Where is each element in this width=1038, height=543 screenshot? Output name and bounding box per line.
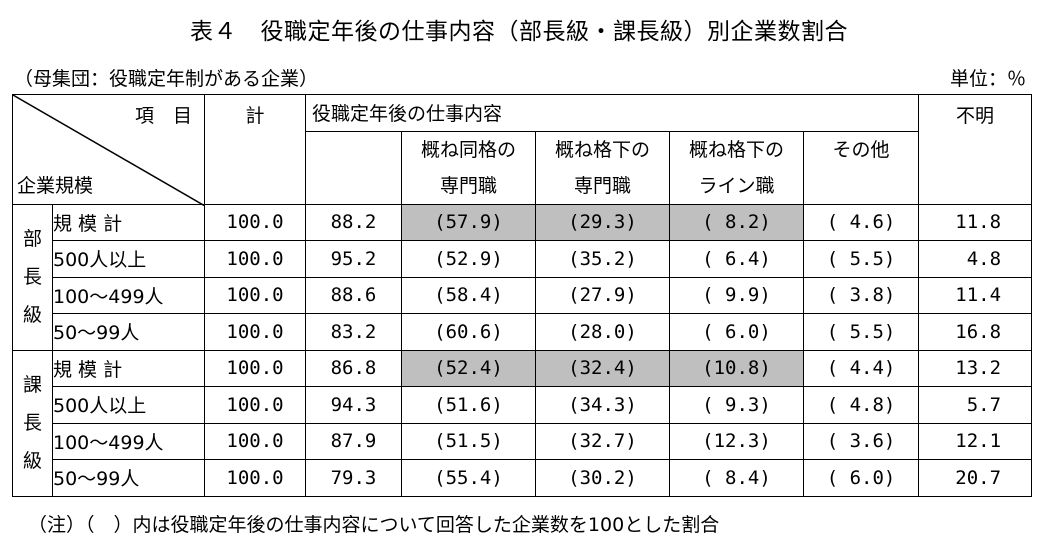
header-size: 企業規模 [17, 174, 94, 197]
cell-c3: ( 6.4) [669, 240, 804, 278]
table-row: 部 長 級 規 模 計 100.0 88.2 (57.9) (29.3) ( 8… [12, 203, 1033, 351]
header-content: 役職定年後の仕事内容 [304, 94, 920, 132]
header-item: 項 目 [134, 105, 192, 127]
cell-c4: ( 5.5) [802, 313, 920, 351]
row-label: 規 模 計 [52, 203, 205, 241]
group-label-kacho: 課 長 級 [12, 349, 53, 497]
header-sub-4: その他 [802, 130, 920, 205]
cell-c4: ( 5.5) [802, 240, 920, 278]
cell-c2: (34.3) [535, 386, 670, 424]
row-label: 100～499人 [52, 422, 205, 460]
cell-total: 100.0 [204, 240, 306, 278]
row-label: 500人以上 [52, 386, 205, 424]
cell-unknown: 4.8 [918, 240, 1033, 278]
table-row: 50～99人 100.0 79.3 (55.4) (30.2) ( 8.4) (… [13, 459, 1033, 497]
header-total: 計 [204, 94, 306, 205]
header-sub-3: 概ね格下の ライン職 [669, 130, 804, 205]
row-label: 規 模 計 [52, 349, 205, 387]
cell-unknown: 13.2 [918, 349, 1033, 387]
footnote: （注）（ ）内は役職定年後の仕事内容について回答した企業数を100とした割合 [28, 514, 720, 536]
header-sub-1-line1: 概ね同格の [420, 138, 516, 161]
cell-c2: (32.4) [535, 349, 670, 387]
cell-c1: (52.9) [401, 240, 536, 278]
cell-c3: (12.3) [669, 422, 804, 460]
cell-c2: (29.3) [535, 203, 670, 241]
cell-c2: (30.2) [535, 459, 670, 497]
cell-content: 79.3 [305, 459, 402, 497]
cell-c4: ( 4.6) [802, 203, 920, 241]
cell-total: 100.0 [204, 203, 306, 241]
table-row: 100～499人 100.0 87.9 (51.5) (32.7) (12.3)… [13, 422, 1033, 460]
group-label-bucho: 部 長 級 [12, 203, 53, 351]
cell-c4: ( 3.6) [802, 422, 920, 460]
cell-c3: ( 9.9) [669, 276, 804, 314]
cell-c1: (58.4) [401, 276, 536, 314]
row-label: 100～499人 [52, 276, 205, 314]
cell-c4: ( 6.0) [802, 459, 920, 497]
cell-c1: (55.4) [401, 459, 536, 497]
cell-unknown: 11.4 [918, 276, 1033, 314]
header-row-1: 項 目 企業規模 計 役職定年後の仕事内容 不明 [12, 94, 1033, 206]
header-sub-2: 概ね格下の 専門職 [535, 130, 670, 205]
population-note: （母集団：役職定年制がある企業） [14, 68, 319, 90]
cell-content: 88.6 [305, 276, 402, 314]
row-label: 500人以上 [52, 240, 205, 278]
cell-c4: ( 3.8) [802, 276, 920, 314]
header-content-blank [305, 130, 402, 205]
cell-unknown: 16.8 [918, 313, 1033, 351]
corner-header-cell: 項 目 企業規模 [12, 94, 205, 206]
cell-unknown: 11.8 [918, 203, 1033, 241]
cell-c2: (35.2) [535, 240, 670, 278]
cell-total: 100.0 [204, 422, 306, 460]
header-sub-3-line1: 概ね格下の [688, 138, 784, 161]
cell-content: 86.8 [305, 349, 402, 387]
cell-content: 88.2 [305, 203, 402, 241]
cell-c2: (28.0) [535, 313, 670, 351]
cell-c4: ( 4.4) [802, 349, 920, 387]
header-sub-4-line1: その他 [832, 138, 890, 161]
header-sub-3-line2: ライン職 [698, 174, 775, 197]
data-table: 項 目 企業規模 計 役職定年後の仕事内容 不明 概ね同格の 専門職 概ね格下の… [12, 94, 1033, 497]
corner-diagonal [13, 95, 205, 206]
cell-c2: (32.7) [535, 422, 670, 460]
table-row: 50～99人 100.0 83.2 (60.6) (28.0) ( 6.0) (… [13, 313, 1033, 351]
cell-c4: ( 4.8) [802, 386, 920, 424]
cell-unknown: 20.7 [918, 459, 1033, 497]
cell-content: 94.3 [305, 386, 402, 424]
header-sub-1-line2: 専門職 [439, 174, 497, 197]
cell-total: 100.0 [204, 276, 306, 314]
cell-content: 87.9 [305, 422, 402, 460]
cell-c1: (52.4) [401, 349, 536, 387]
cell-unknown: 5.7 [918, 386, 1033, 424]
cell-c2: (27.9) [535, 276, 670, 314]
cell-c3: (10.8) [669, 349, 804, 387]
row-label: 50～99人 [52, 313, 205, 351]
header-sub-2-line2: 専門職 [573, 174, 631, 197]
header-sub-2-line1: 概ね格下の [554, 138, 650, 161]
cell-c3: ( 6.0) [669, 313, 804, 351]
cell-c3: ( 8.4) [669, 459, 804, 497]
header-unknown: 不明 [918, 94, 1033, 205]
unit-label: 単位：％ [949, 68, 1026, 90]
row-label: 50～99人 [52, 459, 205, 497]
table-title: 表４ 役職定年後の仕事内容（部長級・課長級）別企業数割合 [190, 19, 848, 45]
cell-c1: (51.6) [401, 386, 536, 424]
header-sub-1: 概ね同格の 専門職 [401, 130, 536, 205]
table-row: 100～499人 100.0 88.6 (58.4) (27.9) ( 9.9)… [13, 276, 1033, 314]
cell-c1: (51.5) [401, 422, 536, 460]
cell-c3: ( 9.3) [669, 386, 804, 424]
cell-content: 83.2 [305, 313, 402, 351]
cell-content: 95.2 [305, 240, 402, 278]
table-row: 500人以上 100.0 95.2 (52.9) (35.2) ( 6.4) (… [13, 240, 1033, 278]
cell-c3: ( 8.2) [669, 203, 804, 241]
cell-total: 100.0 [204, 386, 306, 424]
cell-c1: (60.6) [401, 313, 536, 351]
cell-total: 100.0 [204, 349, 306, 387]
table-row: 課 長 級 規 模 計 100.0 86.8 (52.4) (32.4) (10… [12, 349, 1033, 497]
cell-total: 100.0 [204, 313, 306, 351]
cell-unknown: 12.1 [918, 422, 1033, 460]
table-row: 500人以上 100.0 94.3 (51.6) (34.3) ( 9.3) (… [13, 386, 1033, 424]
cell-total: 100.0 [204, 459, 306, 497]
cell-c1: (57.9) [401, 203, 536, 241]
